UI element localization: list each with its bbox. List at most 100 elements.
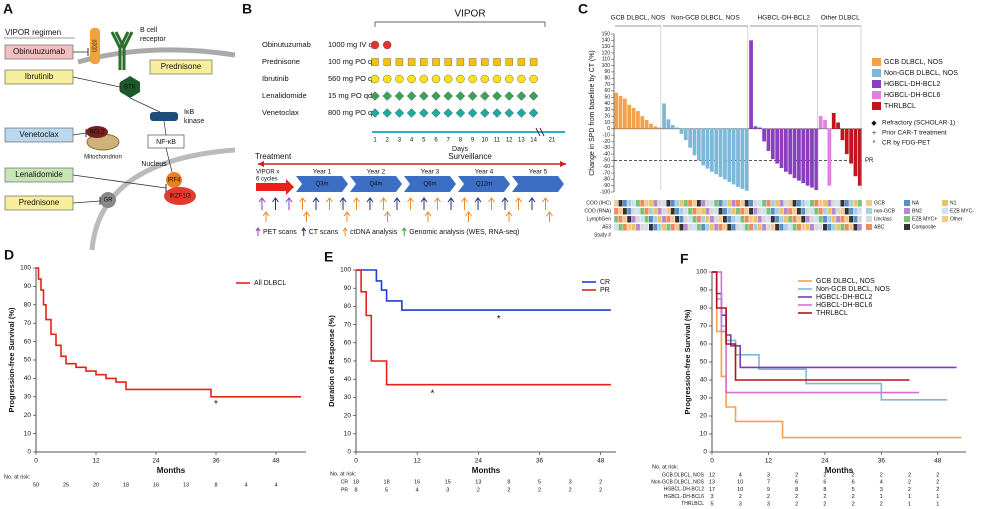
ikzf [164, 187, 196, 205]
schema-title: VIPOR [454, 9, 485, 20]
day-tick: 12 [506, 138, 513, 144]
annotation-cell [823, 200, 827, 207]
annotation-swatch [904, 216, 910, 222]
scan-arrow [258, 197, 266, 210]
bcr-label: receptor [140, 36, 166, 43]
dose-marker [431, 74, 441, 84]
legend-arrow [301, 227, 307, 236]
dose-marker [528, 91, 539, 101]
scan-arrow [461, 197, 468, 210]
annotation-cell [744, 208, 749, 215]
drug-arrow [72, 174, 167, 189]
y-tick-label: 40 [344, 376, 352, 383]
x-tick-label: 36 [212, 458, 220, 465]
scan-arrow [474, 197, 482, 210]
ikk-label: IκB [184, 109, 194, 116]
bcr-label: B cell [140, 27, 158, 34]
dose-marker [382, 108, 392, 118]
annotation-cell [683, 200, 688, 207]
day-tick: 4 [410, 138, 414, 144]
annotation-cell [688, 208, 693, 215]
dose-marker [504, 108, 514, 118]
bar [636, 111, 640, 129]
x-tick-label: 12 [92, 458, 100, 465]
legend-label: Non-GCB DLBCL, NOS [816, 286, 890, 293]
day-tick: 2 [386, 138, 390, 144]
dose-marker [467, 91, 478, 101]
annotation-cell [844, 216, 849, 223]
annotation-cell [766, 224, 771, 231]
dose-marker [383, 40, 392, 50]
annotation-cell [831, 208, 836, 215]
annotation-cell [796, 208, 801, 215]
bar [657, 127, 662, 129]
year-arrow [458, 176, 510, 192]
survival-curve [712, 271, 919, 394]
annotation-cell [666, 208, 671, 215]
annotation-cell [801, 208, 806, 215]
y-tick-label: 120 [602, 50, 611, 56]
annotation-cell [692, 200, 697, 207]
bar [797, 128, 801, 181]
regimen-title: VIPOR regimen [5, 28, 61, 37]
annotation-cell [857, 200, 862, 207]
annotation-cell [857, 216, 862, 223]
drug-arrow [72, 76, 121, 88]
dose-marker [480, 74, 489, 84]
annotation-cell [701, 224, 706, 231]
drug-name: Lenalidomide [15, 170, 63, 179]
nfkb-label: NF-κB [156, 139, 176, 146]
day-tick: 6 [434, 138, 438, 144]
annotation-cell [718, 208, 723, 215]
risk-value: 4 [416, 487, 419, 493]
risk-value: 10 [737, 487, 743, 493]
bar [831, 113, 836, 129]
annotation-cell [736, 208, 740, 215]
dose-marker [383, 74, 392, 84]
risk-value: 2 [767, 494, 770, 500]
day-tick: 10 [481, 138, 488, 144]
scan-arrow [272, 197, 279, 210]
annotation-swatch [904, 200, 910, 206]
scan-arrow [339, 197, 347, 210]
risk-value: 5 [538, 479, 541, 485]
annotation-cell [701, 216, 706, 223]
y-axis-label: Duration of Response (%) [327, 315, 336, 407]
y-axis-label: Change in SPD from baseline by CT (%) [589, 50, 596, 176]
annotation-cell [753, 208, 758, 215]
annotation-cell [827, 224, 832, 231]
annotation-cell [657, 208, 662, 215]
dose-marker [456, 74, 465, 84]
annotation-cell [766, 200, 771, 207]
bar [849, 128, 853, 164]
bcl2 [86, 126, 108, 138]
bar [853, 128, 858, 177]
risk-value: 2 [538, 487, 541, 493]
annotation-cell [731, 224, 736, 231]
y-tick-label: 0 [347, 449, 351, 456]
dose-marker [468, 74, 477, 84]
annotation: * [214, 399, 218, 410]
annotation-row-label: LymphGen [587, 216, 611, 222]
dose-marker [432, 58, 440, 66]
legend-label: THRLBCL [816, 310, 848, 317]
dose-marker [407, 74, 416, 84]
annotation-cell [627, 216, 632, 223]
annotation-cell [788, 224, 793, 231]
day-tick: 21 [549, 138, 556, 144]
annotation-cell [779, 200, 784, 207]
risk-value: 5 [710, 501, 713, 507]
legend-swatch [872, 91, 881, 99]
drug-name: Obinutuzumab [13, 47, 66, 56]
risk-value: 17 [709, 487, 715, 493]
annotation-cell [740, 200, 745, 207]
dose-marker [444, 58, 452, 66]
scan-arrow [366, 197, 374, 210]
path-arrow [165, 147, 173, 173]
annotation-cell [714, 216, 719, 223]
annotation-cell [818, 200, 823, 207]
y-tick-label: 20 [700, 413, 708, 420]
risk-value: 1 [936, 501, 939, 507]
dose-marker [370, 40, 380, 50]
